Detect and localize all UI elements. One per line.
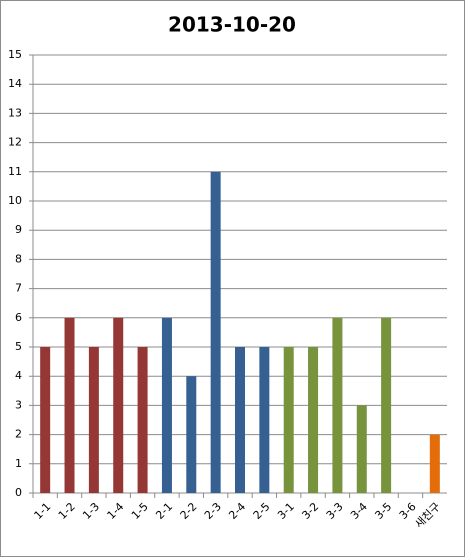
y-tick-label: 6 — [15, 311, 22, 324]
bar — [356, 405, 367, 493]
y-tick-label: 15 — [8, 48, 22, 61]
bar — [210, 171, 221, 494]
bar — [283, 347, 294, 493]
bar — [235, 347, 245, 493]
y-tick-label: 2 — [15, 428, 22, 441]
chart-title: 2013-10-20 — [168, 13, 296, 37]
y-tick-label: 0 — [15, 486, 22, 499]
y-tick-label: 10 — [8, 194, 22, 207]
y-tick-label: 13 — [8, 106, 22, 119]
bar — [429, 434, 440, 493]
y-tick-label: 9 — [15, 223, 22, 236]
y-tick-label: 11 — [8, 165, 22, 178]
y-tick-label: 4 — [15, 369, 22, 382]
y-tick-label: 5 — [15, 340, 22, 353]
bar — [259, 347, 270, 493]
bar — [88, 347, 99, 493]
bar — [308, 347, 319, 493]
bar — [332, 317, 343, 493]
y-tick-label: 1 — [15, 457, 22, 470]
bar — [381, 317, 392, 493]
y-tick-label: 7 — [15, 282, 22, 295]
bar — [113, 317, 124, 493]
y-tick-label: 14 — [8, 77, 22, 90]
y-tick-label: 12 — [8, 136, 22, 149]
bar — [161, 317, 172, 493]
bar — [137, 347, 148, 493]
bar — [40, 347, 51, 493]
y-tick-label: 3 — [15, 398, 22, 411]
bar — [64, 317, 75, 493]
y-tick-label: 8 — [15, 252, 22, 265]
bar — [186, 376, 197, 493]
